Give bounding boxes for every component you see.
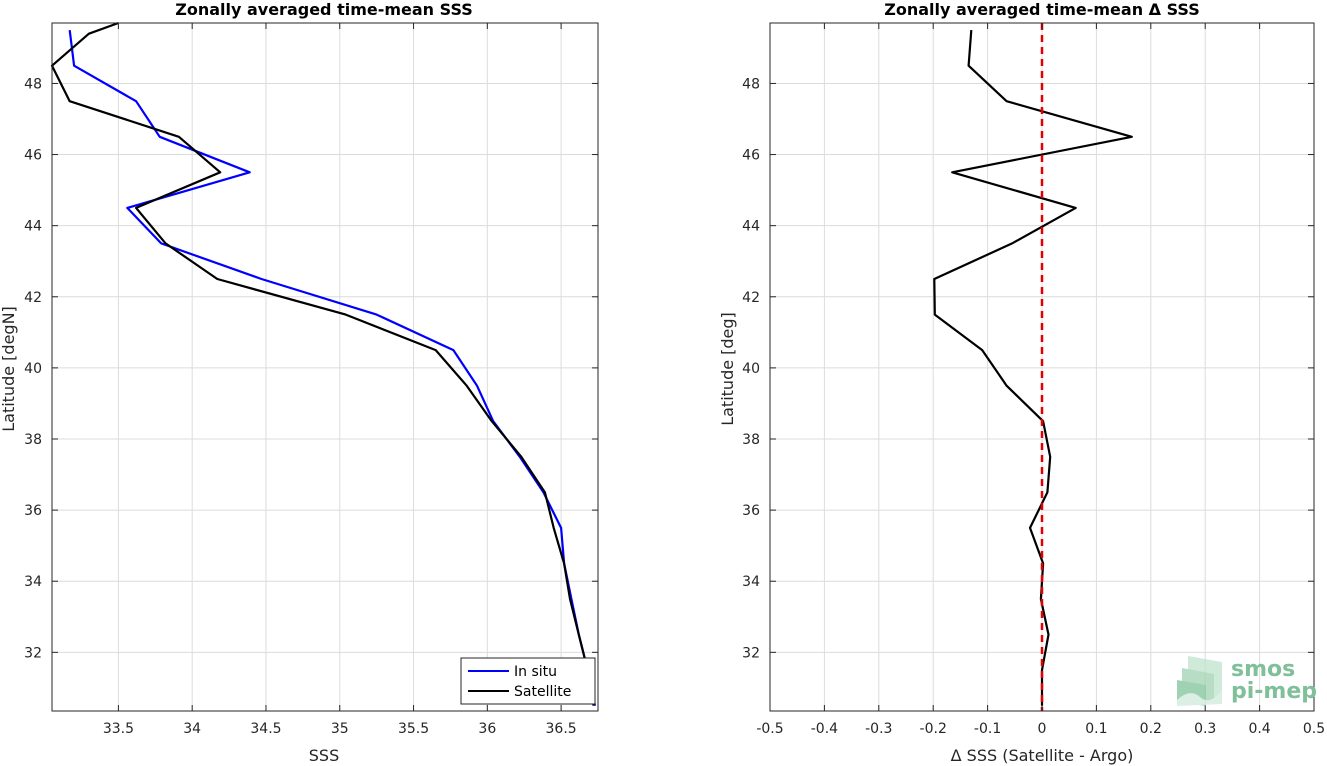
y-tick-label: 44: [24, 219, 42, 235]
x-tick-label: 35.5: [398, 721, 429, 737]
y-tick-label: 48: [24, 76, 42, 92]
right-chart-panel: Zonally averaged time-mean Δ SSS -0.5 -0.…: [718, 0, 1325, 765]
left-x-ticks: 33.5 34 34.5 35 35.5 36 36.5: [103, 23, 577, 737]
y-tick-label: 34: [24, 574, 42, 590]
legend-label-satellite: Satellite: [514, 684, 571, 700]
x-tick-label: 0.4: [1248, 721, 1270, 737]
legend: In situ Satellite: [460, 657, 596, 705]
left-chart-title: Zonally averaged time-mean SSS: [175, 0, 473, 19]
x-tick-label: 34: [183, 721, 201, 737]
y-tick-label: 32: [742, 645, 760, 661]
logo-graphic-icon: [1177, 656, 1222, 706]
left-plot-frame: [51, 22, 599, 712]
logo-text-pi-mep: pi-mep: [1231, 679, 1317, 704]
y-tick-label: 46: [24, 148, 42, 164]
left-chart-panel: Zonally averaged time-mean SSS 33.5 34 34.…: [0, 0, 599, 765]
in-situ-series-line: [68, 29, 597, 706]
y-tick-label: 48: [742, 76, 760, 92]
x-tick-label: 0.1: [1085, 721, 1107, 737]
x-tick-label: -0.5: [756, 721, 783, 737]
x-tick-label: 36: [478, 721, 496, 737]
y-tick-label: 36: [24, 503, 42, 519]
right-chart-title: Zonally averaged time-mean Δ SSS: [884, 0, 1200, 19]
y-tick-label: 34: [742, 574, 760, 590]
x-tick-label: 35: [331, 721, 349, 737]
x-tick-label: 0.5: [1303, 721, 1325, 737]
left-x-axis-label: SSS: [309, 746, 339, 765]
satellite-series-line: [50, 21, 595, 706]
y-tick-label: 38: [24, 432, 42, 448]
x-tick-label: -0.4: [811, 721, 838, 737]
y-tick-label: 44: [742, 219, 760, 235]
y-tick-label: 42: [24, 290, 42, 306]
left-series-layer: [50, 21, 597, 706]
left-y-ticks: 32 34 36 38 40 42 44 46 48: [24, 76, 598, 661]
legend-box: [460, 657, 596, 705]
right-y-axis-label: Latitude [deg]: [718, 312, 737, 426]
x-tick-label: -0.1: [974, 721, 1001, 737]
x-tick-label: 36.5: [546, 721, 577, 737]
x-tick-label: 0.2: [1140, 721, 1162, 737]
y-tick-label: 36: [742, 503, 760, 519]
x-tick-label: 0.3: [1194, 721, 1216, 737]
left-grid: [52, 23, 598, 711]
y-tick-label: 40: [742, 361, 760, 377]
y-tick-label: 42: [742, 290, 760, 306]
left-y-axis-label: Latitude [degN]: [0, 306, 18, 432]
right-x-ticks: -0.5 -0.4 -0.3 -0.2 -0.1 0 0.1 0.2 0.3 0.4 0.5: [756, 23, 1325, 737]
y-tick-label: 46: [742, 148, 760, 164]
right-x-axis-label: Δ SSS (Satellite - Argo): [951, 746, 1134, 765]
x-tick-label: 33.5: [103, 721, 134, 737]
right-y-ticks: 32 34 36 38 40 42 44 46 48: [742, 76, 1314, 661]
x-tick-label: 34.5: [250, 721, 281, 737]
x-tick-label: -0.2: [920, 721, 947, 737]
y-tick-label: 38: [742, 432, 760, 448]
smos-pi-mep-logo: smos pi-mep: [1177, 656, 1317, 706]
x-tick-label: -0.3: [865, 721, 892, 737]
right-grid: [769, 23, 1315, 711]
legend-label-in-situ: In situ: [514, 664, 557, 680]
logo-text-smos: smos: [1231, 657, 1295, 682]
y-tick-label: 40: [24, 361, 42, 377]
y-tick-label: 32: [24, 645, 42, 661]
x-tick-label: 0: [1038, 721, 1047, 737]
right-series-layer: [933, 23, 1133, 711]
